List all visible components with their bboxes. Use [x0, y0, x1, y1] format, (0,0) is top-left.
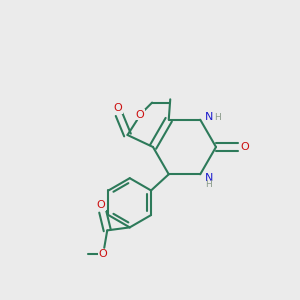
Text: O: O	[99, 249, 107, 260]
Text: N: N	[205, 173, 213, 183]
Text: O: O	[136, 110, 145, 120]
Text: O: O	[240, 142, 249, 152]
Text: O: O	[97, 200, 106, 210]
Text: H: H	[205, 180, 212, 189]
Text: N: N	[205, 112, 213, 122]
Text: H: H	[214, 113, 220, 122]
Text: O: O	[113, 103, 122, 113]
